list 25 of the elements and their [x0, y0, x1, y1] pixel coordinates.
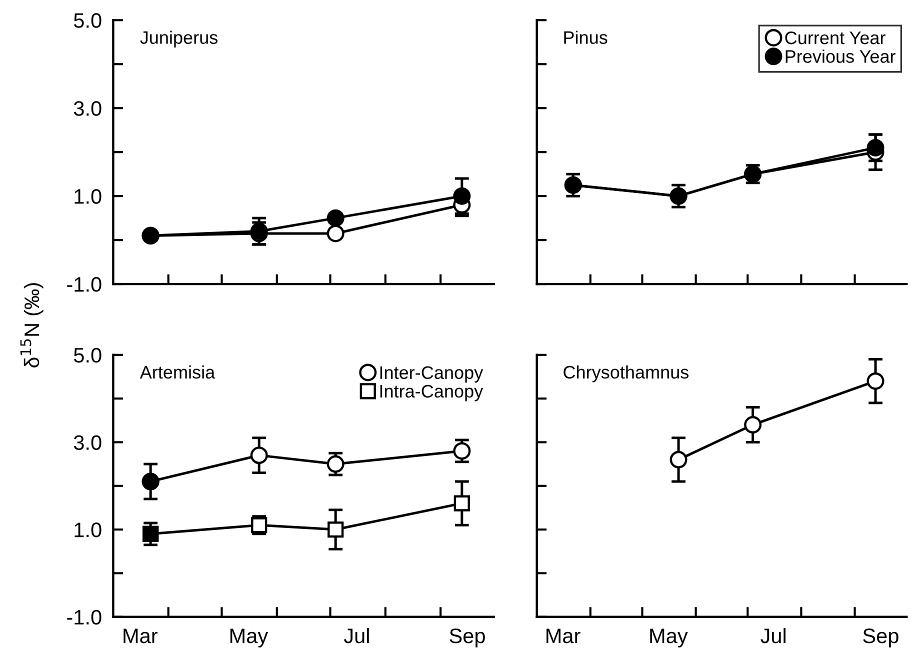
y-tick-label: 3.0	[74, 435, 102, 450]
y-tick-label: 5.0	[74, 348, 102, 363]
y-tick-label: -1.0	[67, 277, 102, 292]
chart-title: Artemisia	[140, 365, 216, 379]
y-tick-label: 1.0	[74, 522, 102, 538]
x-tick-label: Jul	[760, 628, 786, 644]
x-tick-label: Sep	[863, 628, 898, 648]
x-tick-label: Mar	[546, 628, 580, 644]
x-tick-label: Sep	[450, 628, 485, 648]
y-tick-label: 3.0	[74, 101, 102, 116]
x-tick-label: May	[650, 628, 688, 648]
legend-label: Inter-Canopy	[380, 366, 484, 383]
text: Juniperus	[140, 30, 218, 48]
y-tick-label: -1.0	[67, 610, 102, 625]
x-tick-label: Mar	[124, 628, 158, 644]
text: Chrysothamnus	[564, 365, 689, 382]
legend-label: Previous Year	[786, 50, 896, 63]
y-axis-title: δ$^{15}$N (‰)	[20, 283, 44, 368]
chart-title: Pinus	[564, 30, 608, 44]
x-tick-label: May	[230, 628, 268, 648]
x-tick-label: Jul	[344, 628, 369, 644]
legend-label: Intra-Canopy	[380, 384, 484, 402]
y-tick-label: 1.0	[74, 189, 102, 204]
y-tick-label: 5.0	[74, 13, 102, 28]
legend-label: Current Year	[785, 31, 886, 44]
